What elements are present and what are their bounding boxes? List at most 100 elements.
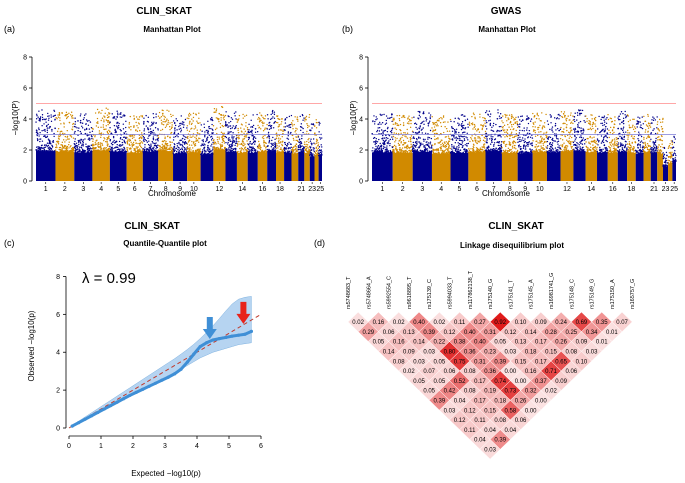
snp-point [574,138,577,140]
snp-point [220,119,222,121]
snp-point [139,139,141,142]
snp-point [229,127,232,130]
snp-point [487,149,490,151]
snp-point [296,116,299,118]
snp-point [152,149,154,151]
snp-point [145,125,147,127]
snp-point [271,148,274,150]
snp-point [277,147,279,149]
snp-point [89,121,92,123]
snp-point [282,130,284,132]
snp-point [570,147,573,149]
snp-point [453,152,456,154]
snp-point [392,123,394,125]
chromosome-9 [517,115,534,181]
snp-point [131,137,134,140]
snp-point [301,135,303,137]
snp-point [174,135,177,138]
snp-point [569,132,571,134]
snp-point [82,118,85,121]
snp-point [312,153,314,155]
snp-point [457,148,459,150]
snp-point [595,148,598,150]
snp-point [259,117,261,120]
snp-point [479,137,481,140]
snp-point [454,141,457,144]
snp-point [471,123,474,126]
snp-point [408,140,410,143]
snp-point [172,151,175,153]
snp-point [588,148,590,150]
snp-point [538,131,540,133]
snp-point [490,129,492,131]
snp-point [120,150,123,152]
snp-point [562,130,564,133]
snp-point [225,136,228,139]
snp-point [470,136,472,139]
snp-point [501,120,503,122]
snp-point [466,132,468,134]
snp-point [394,141,396,143]
snp-point [545,146,547,148]
snp-point [51,130,53,132]
snp-point [528,141,530,143]
snp-point [115,140,118,143]
chromosome-21 [297,114,305,181]
snp-point [547,137,550,139]
snp-point [411,117,413,119]
snp-point [441,118,443,120]
snp-point [483,146,485,148]
snp-point [183,124,185,126]
chromosome-block [267,151,276,181]
snp-point [380,145,382,147]
snp-point [109,121,111,123]
snp-point [506,135,509,138]
snp-point [561,115,563,118]
snp-point [469,151,472,153]
snp-point [169,122,171,124]
snp-point [308,113,311,116]
snp-point [55,145,58,147]
snp-point [391,113,393,115]
snp-point [191,151,194,153]
snp-point [588,120,590,122]
snp-point [517,116,519,118]
snp-point [305,143,307,146]
snp-point [137,152,139,154]
snp-point [428,112,430,114]
snp-point [237,129,239,132]
snp-point [78,143,80,146]
snp-point [239,143,241,145]
snp-point [495,123,497,126]
snp-point [467,123,469,125]
snp-point [226,124,228,126]
snp-point [104,147,106,150]
snp-point [448,152,450,155]
snp-point [412,148,414,150]
snp-point [272,127,275,129]
snp-point [151,140,153,143]
snp-point [456,146,458,148]
snp-point [85,143,87,145]
snp-point [466,145,468,147]
snp-point [491,148,494,151]
snp-point [195,137,198,140]
snp-point [187,114,190,116]
snp-point [160,122,163,124]
y-tick-label: 0 [23,179,27,186]
snp-point [597,144,599,146]
snp-point [221,141,223,144]
snp-point [298,138,301,140]
snp-point [454,137,456,139]
snp-point [180,122,182,125]
snp-point [492,149,495,152]
snp-point [434,152,436,155]
snp-point [536,150,539,152]
snp-point [468,148,470,150]
snp-point [279,129,282,131]
snp-point [402,144,404,146]
snp-point [519,138,521,141]
snp-point [257,147,259,149]
snp-point [500,143,502,146]
snp-point [537,142,539,144]
